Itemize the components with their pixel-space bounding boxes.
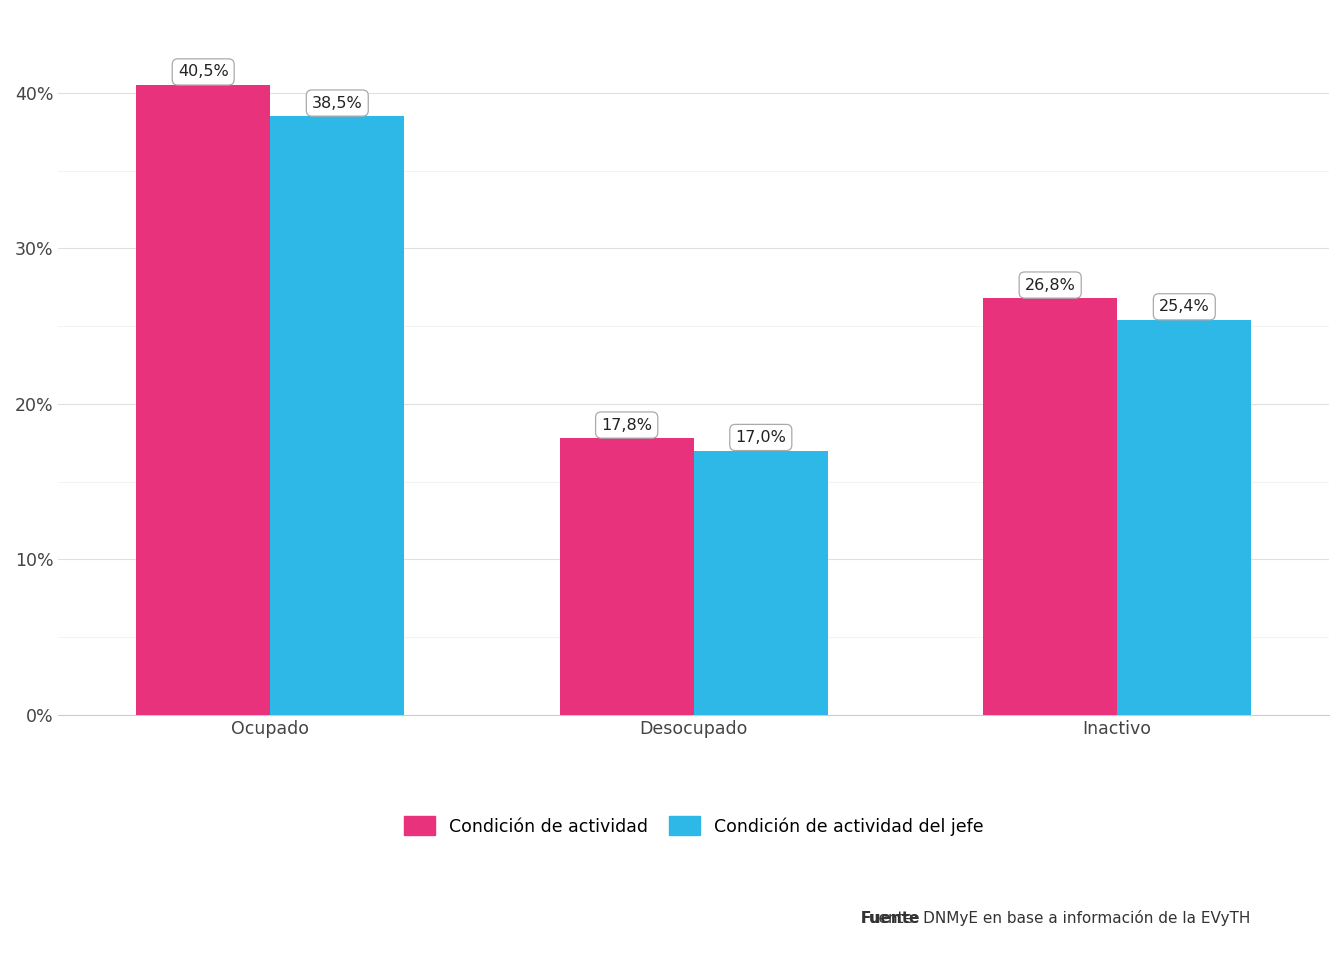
Text: 17,0%: 17,0% (735, 430, 786, 445)
Text: 26,8%: 26,8% (1024, 277, 1075, 293)
Legend: Condición de actividad, Condición de actividad del jefe: Condición de actividad, Condición de act… (395, 807, 992, 844)
Text: 38,5%: 38,5% (312, 96, 363, 110)
Bar (1117, 320, 1251, 715)
Bar (559, 438, 694, 715)
Bar (136, 85, 270, 715)
Text: 40,5%: 40,5% (177, 64, 228, 80)
Bar (984, 299, 1117, 715)
Text: Fuente: DNMyE en base a información de la EVyTH: Fuente: DNMyE en base a información de l… (860, 910, 1250, 926)
Text: Fuente: Fuente (860, 911, 921, 926)
Text: 25,4%: 25,4% (1159, 300, 1210, 314)
Bar (270, 116, 405, 715)
Bar (694, 450, 828, 715)
Text: 17,8%: 17,8% (601, 418, 652, 433)
